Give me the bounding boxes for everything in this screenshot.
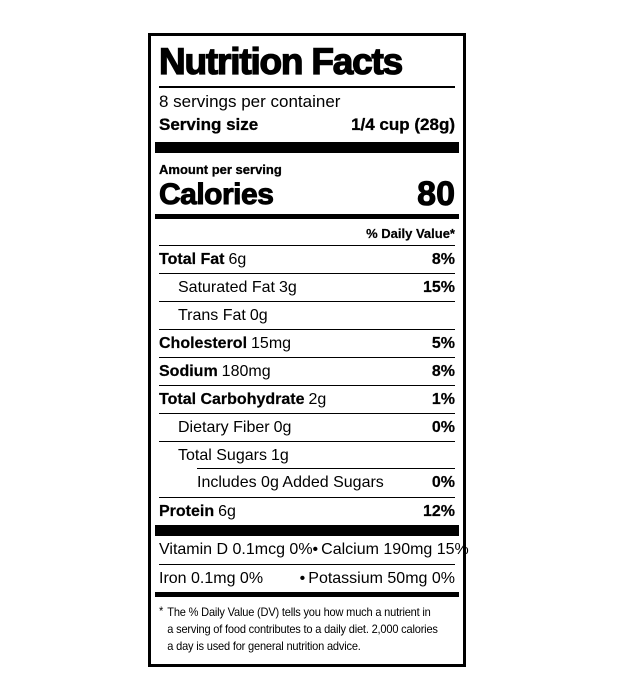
nutrient-row-protein: Protein 6g 12% <box>159 497 455 525</box>
nutrient-name: Total Sugars <box>178 446 267 464</box>
nutrient-name: Dietary Fiber <box>178 418 270 436</box>
nutrient-name-group: Dietary Fiber 0g <box>159 419 291 437</box>
nutrient-name-group: Trans Fat 0g <box>159 307 268 325</box>
footnote-line: a day is used for general nutrition advi… <box>159 638 431 655</box>
footnote-asterisk: * <box>159 604 164 618</box>
micro-row-iron-potassium: Iron 0.1mg 0% • Potassium 50mg 0% <box>159 564 455 592</box>
serving-size-value: 1/4 cup (28g) <box>351 115 455 134</box>
nutrient-row-cholesterol: Cholesterol 15mg 5% <box>159 329 455 357</box>
micro-left-value: Iron 0.1mg 0% <box>159 569 264 587</box>
thick-bar-micros <box>155 525 459 536</box>
footnote-line: * The % Daily Value (DV) tells you how m… <box>159 604 431 621</box>
nutrient-name-group: Includes 0g Added Sugars <box>159 474 388 492</box>
nutrient-row-added-sugars: Includes 0g Added Sugars 0% <box>159 468 455 497</box>
daily-value: 8% <box>431 362 455 380</box>
nutrient-name: Saturated Fat <box>178 278 275 296</box>
nutrient-name: Sodium <box>159 362 218 380</box>
daily-value: 0% <box>431 418 455 436</box>
footnote-line: a serving of food contributes to a daily… <box>159 621 438 638</box>
nutrient-row-total-sugars: Total Sugars 1g <box>159 441 455 469</box>
nutrient-row-saturated-fat: Saturated Fat 3g 15% <box>159 273 455 301</box>
nutrient-name-group: Total Sugars 1g <box>159 447 289 465</box>
micro-right-value: Calcium 190mg 15% <box>321 541 469 558</box>
footnote-divider-bar <box>155 592 459 597</box>
calories-row: Calories 80 <box>158 175 456 213</box>
nutrient-amount: 1g <box>270 446 289 464</box>
nutrient-name: Total Carbohydrate <box>159 390 305 408</box>
daily-value: 1% <box>431 390 455 408</box>
footnote-text: a serving of food contributes to a daily… <box>167 622 438 636</box>
nutrient-name: Total Fat <box>159 250 225 268</box>
serving-size-label: Serving size <box>159 115 259 134</box>
nutrient-name: Cholesterol <box>159 334 248 352</box>
nutrient-amount: 0g <box>249 306 268 324</box>
nutrient-amount: 0g <box>273 418 292 436</box>
nutrient-amount: 3g <box>278 278 297 296</box>
nutrient-amount: 2g <box>308 390 327 408</box>
title-divider <box>159 86 455 88</box>
label-title: Nutrition Facts <box>158 40 404 82</box>
nutrient-name-group: Total Fat 6g <box>159 250 247 269</box>
nutrient-amount: 6g <box>218 502 236 520</box>
nutrient-name: Trans Fat <box>178 306 246 324</box>
footnote-text: a day is used for general nutrition advi… <box>167 639 361 653</box>
nutrient-name-group: Saturated Fat 3g <box>159 279 297 297</box>
nutrient-name-group: Cholesterol 15mg <box>159 334 292 353</box>
nutrient-row-total-fat: Total Fat 6g 8% <box>159 245 455 273</box>
nutrient-row-trans-fat: Trans Fat 0g <box>159 301 455 329</box>
footnote-text: The % Daily Value (DV) tells you how muc… <box>167 605 431 619</box>
calories-label: Calories <box>158 178 274 212</box>
bullet-separator: • <box>312 541 319 558</box>
nutrition-facts-label: Nutrition Facts 8 servings per container… <box>148 33 469 667</box>
micro-left-value: Vitamin D 0.1mcg 0% <box>159 541 313 558</box>
nutrient-name-group: Total Carbohydrate 2g <box>159 390 327 409</box>
nutrient-row-dietary-fiber: Dietary Fiber 0g 0% <box>159 413 455 441</box>
nutrient-amount: 15mg <box>251 334 292 352</box>
serving-size-row: Serving size 1/4 cup (28g) <box>159 114 455 142</box>
nutrient-row-sodium: Sodium 180mg 8% <box>159 357 455 385</box>
servings-per-container: 8 servings per container <box>159 92 341 111</box>
nutrient-name: Protein <box>159 502 215 520</box>
daily-value: 8% <box>431 250 455 268</box>
nutrient-name-group: Sodium 180mg <box>159 362 271 381</box>
nutrient-name-group: Protein 6g <box>159 502 236 521</box>
nutrient-name: Includes 0g Added Sugars <box>197 474 384 491</box>
micro-row-vitamin-d-calcium: Vitamin D 0.1mcg 0% • Calcium 190mg 15% <box>159 536 469 564</box>
footnote: * The % Daily Value (DV) tells you how m… <box>159 597 455 664</box>
nutrient-row-total-carbohydrate: Total Carbohydrate 2g 1% <box>159 385 455 413</box>
micro-right-value: Potassium 50mg 0% <box>308 569 455 587</box>
daily-value: 5% <box>431 334 455 352</box>
daily-value: 12% <box>422 502 455 520</box>
nutrient-amount: 6g <box>228 250 247 268</box>
amount-per-serving-label: Amount per serving <box>159 162 282 177</box>
daily-value-header: % Daily Value* <box>366 226 455 241</box>
nutrient-amount: 180mg <box>221 362 271 380</box>
calories-divider-bar <box>155 214 459 219</box>
bullet-separator: • <box>299 569 306 587</box>
calories-value: 80 <box>417 175 456 213</box>
daily-value: 15% <box>422 278 455 296</box>
daily-value: 0% <box>431 474 455 491</box>
thick-bar-top <box>155 142 459 153</box>
